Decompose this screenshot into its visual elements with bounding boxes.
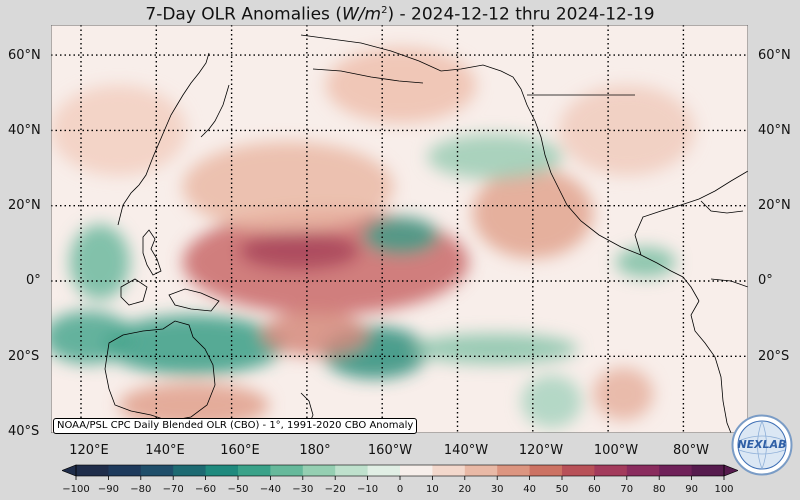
colorbar-tick-label: 90 [685, 484, 698, 495]
anomaly-blob-14 [325, 47, 477, 123]
colorbar-tick-label: 20 [458, 484, 472, 495]
colorbar-tick-label: −70 [162, 484, 184, 495]
colorbar-tick-label: 40 [523, 484, 536, 495]
coast-borneo [120, 278, 148, 306]
colorbar-segment [464, 465, 498, 476]
data-source-credit: NOAA/PSL CPC Daily Blended OLR (CBO) - 1… [53, 418, 418, 434]
anomaly-blob-11 [412, 333, 578, 364]
colorbar-tick-label: −10 [357, 484, 379, 495]
colorbar-tick-label: 10 [426, 484, 439, 495]
coast-japan [200, 84, 230, 138]
coast-alaska [300, 34, 528, 106]
colorbar-segment [140, 465, 174, 476]
anomaly-blob-16 [559, 85, 695, 176]
lon-label-120w: 120°W [518, 443, 564, 458]
colorbar-tick-label: −80 [130, 484, 152, 495]
colorbar-segment [270, 465, 304, 476]
colorbar-segment [432, 465, 466, 476]
lon-label-80w: 80°W [673, 443, 709, 458]
colorbar-segment [108, 465, 142, 476]
map-title: 7-Day OLR Anomalies (W/m2) - 2024-12-12 … [145, 4, 655, 25]
coast-florida-cuba [700, 200, 744, 214]
logo-text: NEXLAB [737, 438, 786, 451]
nexlab-logo[interactable]: NEXLAB [731, 414, 793, 476]
lat-label-left-eq: 0° [26, 273, 41, 288]
colorbar-segment [367, 465, 401, 476]
anomaly-blob-18 [615, 247, 676, 278]
colorbar-tick-label: −50 [227, 484, 249, 495]
colorbar-tick-label: 50 [555, 484, 569, 495]
coast-aleutians [312, 68, 424, 84]
colorbar-tick-label: −90 [97, 484, 119, 495]
coast-australia [104, 320, 216, 422]
colorbar-tick-label: 30 [490, 484, 504, 495]
colorbar-tick-label: 70 [620, 484, 634, 495]
colorbar-segment [594, 465, 628, 476]
lat-label-right-20n: 20°N [758, 198, 791, 213]
lon-label-180: 180° [299, 443, 331, 458]
lat-label-right-20s: 20°S [758, 349, 790, 364]
colorbar-tick-label: −20 [324, 484, 346, 495]
colorbar-tick-label: 100 [714, 484, 734, 495]
colorbar-segment [335, 465, 369, 476]
lat-label-right-40n: 40°N [758, 123, 791, 138]
lat-label-right-60n: 60°N [758, 48, 791, 63]
coast-east-asia [117, 52, 210, 226]
lon-label-140w: 140°W [443, 443, 489, 458]
colorbar-segment [497, 465, 531, 476]
lon-label-160w: 160°W [367, 443, 413, 458]
anomaly-blob-13 [593, 367, 654, 421]
colorbar-tick-label: −30 [292, 484, 314, 495]
map-area[interactable] [51, 25, 748, 433]
colorbar-tick-label: 80 [652, 484, 666, 495]
lat-label-left-60n: 60°N [8, 48, 41, 63]
lon-label-120e: 120°E [69, 443, 109, 458]
colorbar-segment [659, 465, 693, 476]
lat-label-left-20s: 20°S [8, 349, 40, 364]
anomaly-blob-5 [427, 134, 563, 180]
anomaly-blob-9 [261, 311, 368, 357]
colorbar-segment [529, 465, 563, 476]
lat-label-right-eq: 0° [758, 273, 773, 288]
colorbar-tick-label: −60 [195, 484, 217, 495]
coast-south-america [690, 300, 732, 433]
lon-label-140e: 140°E [145, 443, 185, 458]
anomaly-blob-6 [103, 314, 285, 376]
colorbar-segment [238, 465, 271, 476]
coast-philippines [142, 229, 162, 276]
lon-label-100w: 100°W [593, 443, 639, 458]
anomaly-field [51, 47, 695, 428]
colorbar-segment [205, 465, 239, 476]
anomaly-blob-4 [363, 216, 439, 255]
anomaly-blob-7 [51, 311, 134, 364]
colorbar-segment [626, 465, 660, 476]
anomaly-blob-3 [472, 168, 594, 259]
anomaly-blob-2 [182, 141, 394, 233]
graticule [51, 25, 748, 433]
colorbar-segment [400, 465, 433, 476]
colorbar-segment [76, 465, 109, 476]
logo-globe-lines [738, 420, 786, 470]
colorbar-tick-label: −100 [62, 484, 90, 495]
colorbar-segment [173, 465, 207, 476]
coast-north-america [526, 104, 700, 302]
colorbar-segment [302, 465, 336, 476]
lat-label-left-40s: 40°S [8, 424, 40, 439]
lat-label-left-40n: 40°N [8, 123, 41, 138]
colorbar-extend-low [62, 464, 77, 477]
colorbar-tick-label: 60 [588, 484, 601, 495]
colorbar [62, 464, 738, 480]
colorbar-segment [562, 465, 595, 476]
coast-new-guinea [168, 288, 220, 312]
anomaly-blob-1 [239, 232, 360, 270]
lat-label-left-20n: 20°N [8, 198, 41, 213]
colorbar-tick-label: 0 [396, 484, 404, 495]
anomaly-blob-12 [521, 375, 582, 428]
olr-anomaly-map[interactable] [51, 25, 748, 433]
colorbar-segment [691, 465, 725, 476]
colorbar-tick-label: −40 [259, 484, 281, 495]
lon-label-160e: 160°E [220, 443, 260, 458]
